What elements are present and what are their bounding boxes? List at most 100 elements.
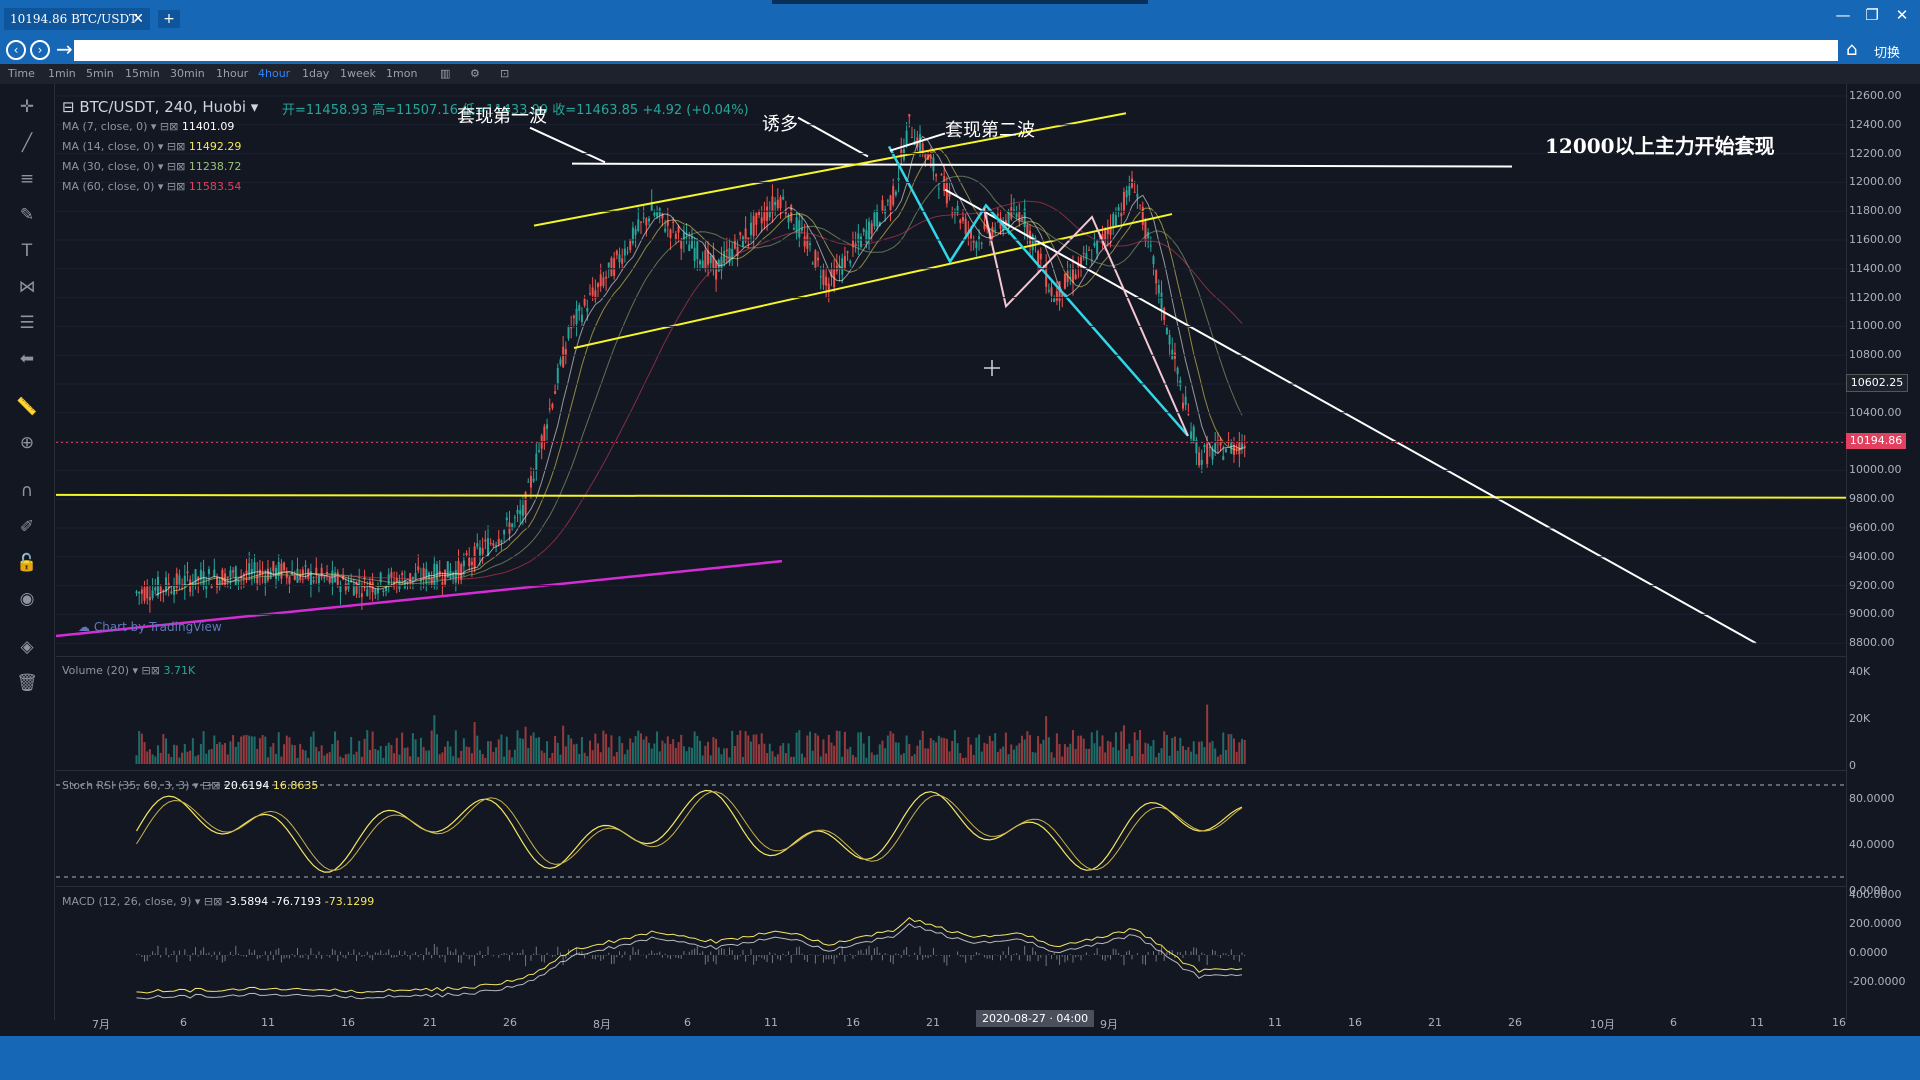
restore-button[interactable]: ❐ [1865,6,1879,24]
candle-body [900,149,903,156]
timeframe-15min[interactable]: 15min [125,67,160,80]
timeframe-1day[interactable]: 1day [302,67,330,80]
ma-legend-item[interactable]: MA (60, close, 0) ▾ ⊟⊠ 11583.54 [62,180,241,193]
minimize-button[interactable]: — [1835,6,1851,24]
stoch-k-line [135,789,1243,873]
volume-bar [524,726,527,764]
settings-icon[interactable]: ⚙ [470,67,480,80]
arrow-tool-icon[interactable]: ⬅ [19,349,35,369]
volume-bar [680,734,683,764]
tab-close-icon[interactable]: ✕ [132,11,144,27]
timeframe-5min[interactable]: 5min [86,67,114,80]
timeframe-1mon[interactable]: 1mon [386,67,418,80]
trendline-tool-icon[interactable]: ╱ [21,133,33,153]
ma-legend-item[interactable]: MA (14, close, 0) ▾ ⊟⊠ 11492.29 [62,140,241,153]
ma-legend-item[interactable]: MA (7, close, 0) ▾ ⊟⊠ 11401.09 [62,120,234,133]
candle-body [760,217,763,224]
timeframe-1week[interactable]: 1week [340,67,376,80]
close-window-button[interactable]: ✕ [1895,6,1909,24]
candle-body [736,246,739,257]
timeframe-time[interactable]: Time [8,67,35,80]
macd-line [136,917,1243,994]
text-tool-icon[interactable]: T [21,241,33,261]
volume-bar [556,742,559,764]
candle-body [905,130,908,147]
volume-bar [301,749,304,764]
browser-tab[interactable]: 10194.86 BTC/USDT ✕ [4,8,150,30]
ruler-icon[interactable]: 📏 [16,397,38,417]
price-axis[interactable] [1846,84,1920,1020]
pattern-tool-icon[interactable]: ⋈ [18,277,36,297]
chart-type-icon[interactable]: ▥ [440,67,451,80]
collapse-icon[interactable]: ⊟ [62,98,75,116]
timeframe-4hour[interactable]: 4hour [258,67,291,80]
ma-legend-item[interactable]: MA (30, close, 0) ▾ ⊟⊠ 11238.72 [62,160,241,173]
volume-bar [492,751,495,764]
magnet-icon[interactable]: ∩ [20,481,34,501]
candle-body [1184,396,1187,406]
volume-bar [489,741,492,764]
new-tab-button[interactable]: + [158,10,180,28]
url-input[interactable] [74,40,1838,61]
volume-bar [323,755,326,764]
volume-bar [1085,748,1088,764]
zoom-in-icon[interactable]: ⊕ [19,433,35,453]
measure-tool-icon[interactable]: ☰ [19,313,35,333]
screenshot-icon[interactable]: ⊡ [500,67,510,80]
candle-body [138,592,141,594]
ma-value: 11583.54 [188,180,242,193]
back-icon[interactable]: ‹ [6,40,26,60]
pane-separator[interactable] [56,770,1846,771]
candle-body [752,216,755,236]
candle-body [151,590,154,598]
candle-body [1063,273,1066,289]
timeframe-1hour[interactable]: 1hour [216,67,249,80]
candle-body [672,221,675,223]
volume-bar [500,734,503,764]
layers-icon[interactable]: ◈ [20,637,34,657]
candle-body [755,212,758,225]
volume-bar [210,749,213,764]
candle-body [1238,440,1241,455]
candle-body [159,586,162,592]
indicator-tick-label: 200.0000 [1849,917,1902,930]
pane-separator[interactable] [56,886,1846,887]
fib-tool-icon[interactable]: ≡ [19,169,35,189]
home-icon[interactable]: ⌂ [1846,39,1858,60]
candle-body [945,181,948,204]
volume-bar [986,743,989,764]
candle-body [178,575,181,585]
volume-bar [516,730,519,764]
candle-body [572,315,575,319]
drawing-toolbar: ✛ ╱ ≡ ✎ T ⋈ ☰ ⬅ 📏 ⊕ ∩ ✐ 🔓 ◉ ◈ 🗑 [0,84,55,1020]
volume-bar [704,745,707,764]
candle-body [876,209,879,227]
macd-v1: -3.5894 [225,895,269,908]
candle-body [851,239,854,248]
brush-tool-icon[interactable]: ✎ [19,205,35,225]
volume-bar [1010,744,1013,764]
candle-body [758,211,761,215]
volume-bar [1184,749,1187,764]
macd-legend: MACD (12, 26, close, 9) ▾ ⊟⊠ -3.5894 -76… [62,895,375,908]
lock-icon[interactable]: 🔓 [16,553,38,573]
forward-icon[interactable]: › [30,40,50,60]
volume-bar [591,750,594,764]
pencil-lock-icon[interactable]: ✐ [19,517,35,537]
candle-body [1066,271,1069,283]
go-arrow-icon[interactable]: → [56,37,73,61]
crosshair-tool-icon[interactable]: ✛ [19,97,35,117]
volume-bar [1080,735,1083,764]
ma-line [155,135,1245,596]
trash-icon[interactable]: 🗑 [16,673,38,693]
timeframe-30min[interactable]: 30min [170,67,205,80]
volume-bar [277,732,280,764]
eye-icon[interactable]: ◉ [19,589,35,609]
timeframe-1min[interactable]: 1min [48,67,76,80]
candle-body [194,569,197,585]
symbol-title[interactable]: ⊟ BTC/USDT, 240, Huobi ▾ [62,98,259,116]
switch-button[interactable]: 切换 [1874,46,1901,61]
pane-separator[interactable] [56,656,1846,657]
volume-bar [790,756,793,764]
